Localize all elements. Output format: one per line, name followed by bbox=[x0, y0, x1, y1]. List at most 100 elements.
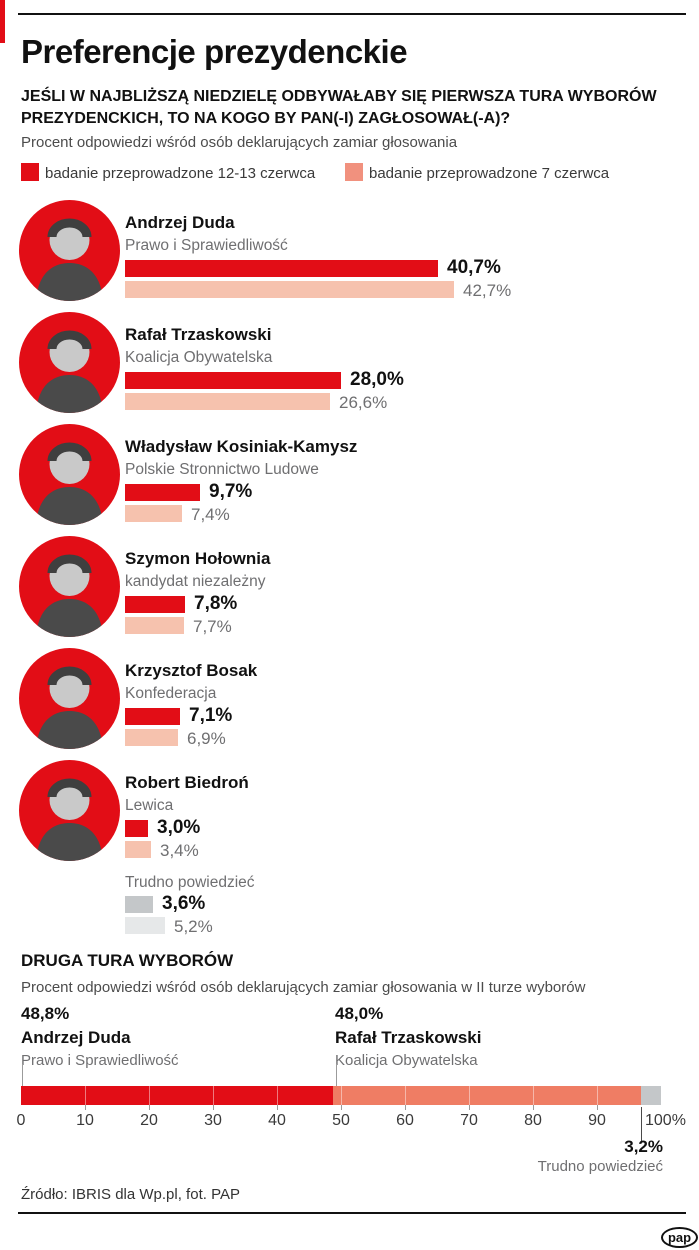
value-survey-12-13-june: 7,1% bbox=[189, 705, 233, 726]
second-round-left-party: Prawo i Sprawiedliwość bbox=[21, 1052, 179, 1069]
pap-logo: pap bbox=[661, 1227, 698, 1248]
candidate-row: Andrzej Duda Prawo i Sprawiedliwość 40,7… bbox=[0, 200, 699, 312]
candidate-party: Polskie Stronnictwo Ludowe bbox=[125, 461, 319, 478]
candidate-row: Szymon Hołownia kandydat niezależny 7,8%… bbox=[0, 536, 699, 648]
axis-tick-mark bbox=[533, 1105, 534, 1110]
axis-tick-label: 30 bbox=[204, 1112, 222, 1129]
candidate-row: Robert Biedroń Lewica 3,0% 3,4% bbox=[0, 760, 699, 872]
candidate-row: Rafał Trzaskowski Koalicja Obywatelska 2… bbox=[0, 312, 699, 424]
second-round-undecided-label: Trudno powiedzieć bbox=[537, 1158, 663, 1175]
person-silhouette-icon bbox=[19, 312, 120, 413]
survey-question-line2: PREZYDENCKICH, TO NA KOGO BY PAN(-I) ZAG… bbox=[21, 110, 511, 127]
candidate-party: Konfederacja bbox=[125, 685, 217, 702]
bar-grid-line bbox=[533, 1086, 534, 1105]
candidate-photo bbox=[19, 312, 120, 413]
legend-swatch-previous bbox=[345, 163, 363, 181]
bar-survey-12-13-june bbox=[125, 484, 200, 501]
second-round-right-candidate: 48,0% Rafał Trzaskowski Koalicja Obywate… bbox=[335, 1004, 635, 1069]
axis-tick-mark bbox=[405, 1105, 406, 1110]
candidate-name: Andrzej Duda bbox=[125, 213, 235, 232]
person-silhouette-icon bbox=[19, 200, 120, 301]
person-silhouette-icon bbox=[19, 760, 120, 861]
value-survey-7-june: 6,9% bbox=[187, 729, 226, 748]
candidate-party: Koalicja Obywatelska bbox=[125, 349, 273, 366]
second-round-heading: DRUGA TURA WYBORÓW bbox=[21, 951, 234, 970]
value-survey-7-june: 42,7% bbox=[463, 281, 512, 300]
second-round-left-candidate: 48,8% Andrzej Duda Prawo i Sprawiedliwoś… bbox=[21, 1004, 321, 1069]
person-silhouette-icon bbox=[19, 536, 120, 637]
bar-survey-12-13-june bbox=[125, 596, 185, 613]
bar-survey-12-13-june bbox=[125, 896, 153, 913]
axis-label-100: 100% bbox=[645, 1112, 686, 1129]
leader-line-left bbox=[22, 1064, 23, 1086]
bar-survey-7-june bbox=[125, 505, 182, 522]
candidate-photo bbox=[19, 536, 120, 637]
person-silhouette-icon bbox=[19, 648, 120, 749]
candidate-party: Lewica bbox=[125, 797, 174, 814]
axis-tick-label: 90 bbox=[588, 1112, 606, 1129]
axis-tick-mark bbox=[277, 1105, 278, 1110]
candidate-name: Trudno powiedzieć bbox=[125, 874, 255, 891]
axis-tick-label: 60 bbox=[396, 1112, 414, 1129]
value-survey-12-13-june: 9,7% bbox=[209, 481, 253, 502]
bar-grid-line bbox=[469, 1086, 470, 1105]
bar-survey-7-june bbox=[125, 917, 165, 934]
survey-question-line1: JEŚLI W NAJBLIŻSZĄ NIEDZIELĘ ODBYWAŁABY … bbox=[21, 88, 657, 105]
bar-grid-line bbox=[149, 1086, 150, 1105]
top-rule bbox=[18, 13, 686, 15]
candidate-photo bbox=[19, 648, 120, 749]
candidate-photo bbox=[19, 424, 120, 525]
axis-tick-label: 10 bbox=[76, 1112, 94, 1129]
candidate-party: Prawo i Sprawiedliwość bbox=[125, 237, 288, 254]
value-survey-12-13-june: 3,6% bbox=[162, 893, 206, 914]
segment-undecided bbox=[640, 1086, 661, 1105]
segment-trzaskowski bbox=[333, 1086, 641, 1105]
bar-survey-7-june bbox=[125, 617, 184, 634]
page-title: Preferencje prezydenckie bbox=[21, 33, 408, 70]
candidate-name: Robert Biedroń bbox=[125, 773, 249, 792]
axis-tick-mark bbox=[149, 1105, 150, 1110]
bar-grid-line bbox=[277, 1086, 278, 1105]
second-round-undecided-value: 3,2% bbox=[624, 1137, 663, 1156]
axis-tick-label: 70 bbox=[460, 1112, 478, 1129]
axis-tick-label: 50 bbox=[332, 1112, 350, 1129]
value-survey-7-june: 26,6% bbox=[339, 393, 388, 412]
candidate-name: Rafał Trzaskowski bbox=[125, 325, 272, 344]
bar-grid-line bbox=[597, 1086, 598, 1105]
survey-note: Procent odpowiedzi wśród osób deklarując… bbox=[21, 134, 458, 151]
candidate-photo bbox=[19, 200, 120, 301]
value-survey-7-june: 5,2% bbox=[174, 917, 213, 936]
bar-grid-line bbox=[85, 1086, 86, 1105]
candidate-row: Władysław Kosiniak-Kamysz Polskie Stronn… bbox=[0, 424, 699, 536]
legend-label-current: badanie przeprowadzone 12-13 czerwca bbox=[45, 165, 316, 182]
candidate-party: kandydat niezależny bbox=[125, 573, 266, 590]
axis-tick-mark bbox=[597, 1105, 598, 1110]
candidate-row: Krzysztof Bosak Konfederacja 7,1% 6,9% bbox=[0, 648, 699, 760]
segment-duda bbox=[21, 1086, 334, 1105]
bar-grid-line bbox=[405, 1086, 406, 1105]
second-round-right-name: Rafał Trzaskowski bbox=[335, 1028, 482, 1047]
axis-tick-mark bbox=[213, 1105, 214, 1110]
second-round-left-name: Andrzej Duda bbox=[21, 1028, 131, 1047]
person-silhouette-icon bbox=[19, 424, 120, 525]
bar-survey-12-13-june bbox=[125, 372, 341, 389]
second-round-right-party: Koalicja Obywatelska bbox=[335, 1052, 478, 1069]
second-round-left-value: 48,8% bbox=[21, 1004, 70, 1023]
axis-tick-mark bbox=[85, 1105, 86, 1110]
candidate-name: Władysław Kosiniak-Kamysz bbox=[125, 437, 358, 456]
axis-tick-mark bbox=[469, 1105, 470, 1110]
value-survey-7-june: 3,4% bbox=[160, 841, 199, 860]
axis-tick-label: 80 bbox=[524, 1112, 542, 1129]
value-survey-12-13-june: 7,8% bbox=[194, 593, 238, 614]
second-round-right-value: 48,0% bbox=[335, 1004, 384, 1023]
bottom-rule bbox=[18, 1212, 686, 1214]
legend-label-previous: badanie przeprowadzone 7 czerwca bbox=[369, 165, 610, 182]
second-round-stacked-bar bbox=[21, 1086, 661, 1105]
axis-tick-label: 20 bbox=[140, 1112, 158, 1129]
bar-survey-12-13-june bbox=[125, 708, 180, 725]
bar-grid-line bbox=[213, 1086, 214, 1105]
corner-mark bbox=[0, 0, 5, 43]
bar-survey-7-june bbox=[125, 729, 178, 746]
bar-survey-7-june bbox=[125, 281, 454, 298]
